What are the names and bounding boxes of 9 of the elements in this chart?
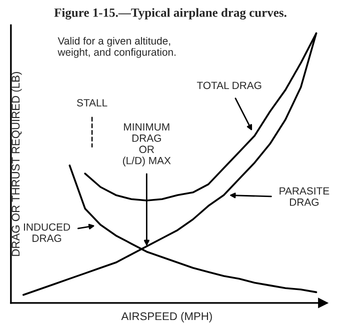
- annotation: MINIMUM DRAG OR (L/D) MAX: [122, 123, 171, 166]
- y-axis-title: DRAG OR THRUST REQUIRED (LB): [11, 72, 22, 256]
- annotation: INDUCED DRAG: [24, 223, 70, 242]
- annotation: Valid for a given altitude, weight, and configuration.: [58, 36, 176, 58]
- annotation: TOTAL DRAG: [196, 82, 262, 90]
- chart-title: Figure 1-15.—Typical airplane drag curves.: [54, 8, 286, 20]
- annotation: PARASITE DRAG: [280, 187, 330, 206]
- annotation: STALL: [76, 99, 108, 106]
- x-axis-title: AIRSPEED (MPH): [121, 312, 212, 322]
